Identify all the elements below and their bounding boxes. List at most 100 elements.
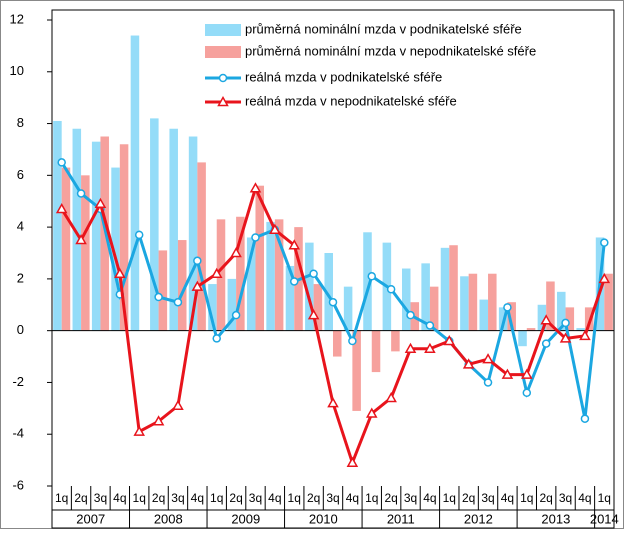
legend-label: průměrná nominální mzda v podnikatelské … bbox=[245, 21, 522, 36]
line-marker bbox=[503, 303, 512, 312]
bar bbox=[177, 240, 187, 331]
x-tick-label: 2q bbox=[539, 491, 552, 505]
y-tick-label: 10 bbox=[10, 63, 24, 78]
x-tick-label: 4q bbox=[346, 491, 359, 505]
bar bbox=[227, 278, 237, 331]
bar bbox=[518, 330, 527, 347]
line-marker bbox=[269, 223, 281, 234]
bar bbox=[246, 237, 256, 331]
plot-border bbox=[51, 9, 615, 529]
y-tick-label: 0 bbox=[17, 322, 24, 337]
line-marker bbox=[76, 189, 86, 198]
y-tick-label: -6 bbox=[12, 477, 24, 492]
x-tick-label: 4q bbox=[113, 491, 126, 505]
line-marker bbox=[346, 456, 359, 467]
x-tick-label: 4q bbox=[501, 491, 514, 505]
x-tick-label: 2q bbox=[74, 491, 87, 505]
bar bbox=[197, 162, 206, 331]
line-marker bbox=[600, 238, 609, 247]
bar bbox=[488, 273, 497, 331]
line-marker bbox=[212, 334, 221, 343]
bar bbox=[333, 330, 342, 357]
bar bbox=[274, 219, 284, 331]
line-marker bbox=[462, 358, 475, 369]
bar bbox=[169, 128, 178, 331]
x-tick-label: 3q bbox=[481, 491, 494, 505]
bar bbox=[119, 144, 129, 331]
line-marker bbox=[540, 314, 552, 325]
legend-label: průměrná nominální mzda v nepodnikatelsk… bbox=[245, 43, 536, 58]
bar bbox=[158, 250, 168, 331]
line-marker bbox=[404, 342, 417, 354]
bar bbox=[557, 291, 566, 331]
x-year-label: 2007 bbox=[76, 511, 105, 526]
y-tick-label: -2 bbox=[12, 374, 24, 389]
x-tick-label: 1q bbox=[288, 491, 301, 505]
x-tick-label: 3q bbox=[404, 491, 417, 505]
line-marker bbox=[365, 407, 378, 418]
line-marker bbox=[579, 329, 591, 341]
line-marker bbox=[309, 269, 318, 278]
line-marker bbox=[443, 334, 456, 346]
bar bbox=[371, 330, 381, 373]
line-marker bbox=[249, 182, 262, 193]
bar bbox=[130, 35, 140, 331]
bar bbox=[391, 330, 400, 352]
bar bbox=[324, 253, 333, 331]
x-year-label: 2012 bbox=[464, 511, 493, 526]
x-tick-label: 3q bbox=[326, 491, 339, 505]
x-tick-label: 2q bbox=[307, 491, 320, 505]
bar bbox=[53, 120, 62, 331]
line-marker bbox=[522, 388, 532, 398]
line-marker bbox=[425, 321, 435, 330]
bar bbox=[285, 265, 295, 331]
bar bbox=[208, 284, 217, 331]
bar bbox=[576, 328, 585, 331]
x-tick-label: 3q bbox=[249, 491, 262, 505]
y-tick-label: 4 bbox=[17, 219, 24, 234]
x-tick-label: 3q bbox=[171, 491, 184, 505]
legend-swatch bbox=[205, 24, 241, 36]
line-marker bbox=[328, 297, 338, 307]
x-tick-label: 3q bbox=[94, 491, 107, 505]
line-marker bbox=[367, 272, 377, 281]
bar bbox=[526, 328, 536, 331]
bar bbox=[313, 284, 323, 331]
x-tick-label: 4q bbox=[191, 491, 204, 505]
x-tick-label: 2q bbox=[384, 491, 397, 505]
line-marker bbox=[251, 233, 260, 242]
line-marker bbox=[598, 272, 611, 284]
x-year-label: 2014 bbox=[590, 511, 619, 526]
bar bbox=[72, 128, 82, 331]
bar bbox=[546, 281, 555, 331]
x-year-label: 2013 bbox=[541, 511, 570, 526]
line-marker bbox=[424, 342, 436, 354]
line-marker bbox=[94, 197, 107, 209]
line-marker bbox=[172, 399, 184, 410]
x-tick-label: 4q bbox=[423, 491, 436, 505]
line-marker bbox=[193, 256, 202, 266]
bar bbox=[429, 286, 439, 331]
bar bbox=[537, 304, 547, 331]
x-tick-label: 2q bbox=[462, 491, 475, 505]
line-marker bbox=[231, 310, 241, 320]
x-tick-label: 2q bbox=[152, 491, 165, 505]
legend-label: reálná mzda v podnikatelské sféře bbox=[245, 69, 442, 84]
x-year-label: 2009 bbox=[231, 511, 260, 526]
bar bbox=[216, 219, 226, 331]
bar bbox=[507, 302, 516, 331]
bar bbox=[401, 268, 411, 331]
line-marker bbox=[134, 230, 144, 240]
bar bbox=[565, 307, 575, 331]
bar bbox=[449, 245, 458, 331]
line-marker bbox=[191, 280, 204, 291]
x-tick-label: 1q bbox=[443, 491, 456, 505]
line-marker bbox=[348, 336, 357, 346]
line-marker bbox=[57, 158, 66, 167]
line-marker bbox=[288, 239, 301, 250]
legend-swatch bbox=[205, 46, 241, 58]
bar bbox=[81, 175, 90, 331]
x-tick-label: 1q bbox=[55, 491, 68, 505]
line-marker bbox=[580, 414, 590, 423]
